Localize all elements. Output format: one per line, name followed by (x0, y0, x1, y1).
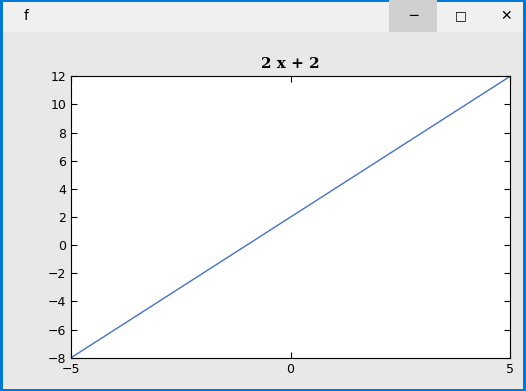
Title: 2 x + 2: 2 x + 2 (261, 57, 320, 71)
Text: □: □ (454, 9, 466, 23)
Polygon shape (12, 4, 18, 29)
Polygon shape (5, 14, 18, 29)
Text: ✕: ✕ (500, 9, 512, 23)
Polygon shape (5, 4, 13, 29)
Text: ─: ─ (409, 9, 417, 23)
Text: f: f (24, 9, 29, 23)
